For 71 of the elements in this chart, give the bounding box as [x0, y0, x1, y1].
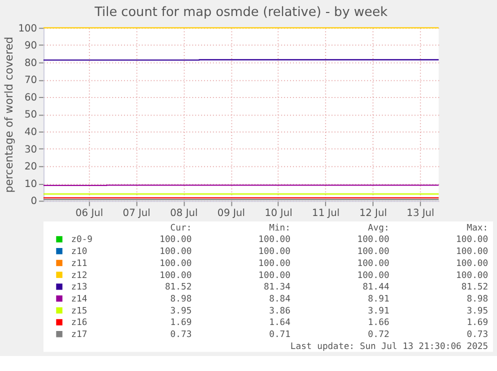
text: Max: — [466, 223, 488, 234]
x-tick-label: 12 Jul — [359, 208, 387, 220]
y-tick-label: 90 — [24, 40, 38, 52]
text: 100.00 — [357, 235, 390, 246]
y-tick-label: 60 — [24, 92, 38, 104]
text: 0.72 — [368, 330, 390, 340]
text: 100.00 — [258, 270, 290, 281]
legend-label: z16 — [71, 318, 88, 328]
text: Last update: Sun Jul 13 21:30:06 2025 — [290, 342, 488, 352]
text: 100.00 — [456, 258, 488, 269]
text: Cur: — [170, 223, 192, 234]
y-tick-label: 30 — [24, 144, 38, 156]
text: 81.34 — [264, 282, 290, 293]
text: 8.91 — [368, 294, 390, 305]
y-tick-label: 50 — [24, 110, 38, 121]
x-tick-label: 06 Jul — [75, 208, 104, 220]
text: 81.52 — [164, 282, 192, 293]
legend-label: z10 — [71, 247, 88, 258]
text: 100.00 — [258, 258, 290, 269]
y-tick-label: 20 — [24, 162, 38, 173]
x-tick-label: 08 Jul — [170, 208, 198, 220]
text: 8.98 — [466, 294, 488, 305]
text: 100.00 — [258, 235, 290, 246]
y-tick-label: 100 — [18, 23, 38, 34]
y-axis-title: percentage of world covered — [2, 36, 16, 193]
text: Min: — [269, 223, 290, 234]
text: Avg: — [368, 223, 390, 234]
text: 100.00 — [357, 258, 390, 269]
text: 100.00 — [456, 247, 488, 258]
text: 100.00 — [258, 247, 290, 258]
text: 1.69 — [170, 318, 192, 328]
text: 81.44 — [362, 282, 390, 293]
legend-label: z17 — [71, 330, 88, 340]
y-tick-label: 0 — [30, 196, 38, 208]
legend-label: z14 — [71, 294, 88, 305]
chart-title: Tile count for map osmde (relative) - by week — [94, 4, 388, 20]
y-tick-label: 80 — [24, 58, 38, 69]
text: 1.66 — [368, 318, 390, 328]
legend-label: z13 — [71, 282, 88, 293]
legend-label: z12 — [71, 270, 88, 281]
text: 0.73 — [170, 330, 192, 340]
legend-label: z15 — [71, 306, 88, 316]
text: 100.00 — [357, 247, 390, 258]
x-tick-label: 11 Jul — [312, 208, 340, 220]
y-tick-label: 70 — [24, 75, 38, 86]
text: 3.86 — [269, 306, 290, 316]
text: 8.84 — [269, 294, 290, 305]
text: 8.98 — [170, 294, 192, 305]
text: 100.00 — [456, 270, 488, 281]
text: 0.71 — [269, 330, 290, 340]
text: 100.00 — [357, 270, 390, 281]
x-tick-label: 09 Jul — [217, 208, 246, 220]
text: 1.69 — [466, 318, 488, 328]
text: 1.64 — [269, 318, 290, 328]
text: 100.00 — [160, 270, 192, 281]
x-tick-label: 10 Jul — [264, 208, 292, 220]
text: 3.95 — [170, 306, 192, 316]
text: 0.73 — [466, 330, 488, 340]
x-tick-label: 13 Jul — [406, 208, 434, 220]
text: 100.00 — [160, 258, 192, 269]
text: 100.00 — [160, 235, 192, 246]
text: 100.00 — [456, 235, 488, 246]
legend-label: z11 — [71, 258, 88, 269]
text: 3.91 — [368, 306, 390, 316]
text: 81.52 — [461, 282, 488, 293]
text: 3.95 — [466, 306, 488, 316]
x-tick-label: 07 Jul — [122, 208, 150, 220]
legend-label: z0-9 — [71, 235, 93, 246]
y-tick-label: 10 — [24, 178, 38, 190]
y-tick-label: 40 — [24, 127, 38, 138]
text: 100.00 — [160, 247, 192, 258]
